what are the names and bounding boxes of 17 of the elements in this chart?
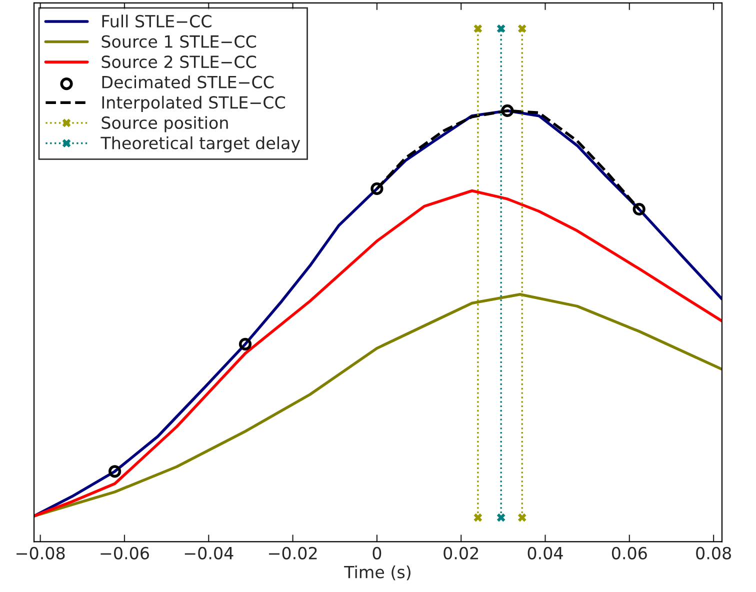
x-tick-label: −0.06	[100, 546, 149, 560]
legend-label: Interpolated STLE−CC	[102, 96, 286, 112]
x-tick-label: −0.02	[269, 546, 317, 560]
x-tick-label: 0.06	[612, 546, 647, 560]
legend-label: Decimated STLE−CC	[102, 76, 274, 88]
x-tick-label: 0.04	[528, 546, 563, 560]
legend-label: Theoretical target delay	[100, 136, 300, 153]
legend-label: Source 2 STLE−CC	[102, 56, 256, 68]
x-axis-title: Time (s)	[344, 565, 410, 580]
x-tick-label: 0	[372, 546, 382, 560]
x-tick-label: 0.08	[696, 546, 731, 560]
x-tick-label: 0.02	[444, 546, 478, 560]
legend-label: Full STLE−CC	[102, 14, 212, 28]
legend-label: Source 1 STLE−CC	[102, 35, 256, 48]
legend-label: Source position	[102, 116, 228, 132]
x-tick-label: −0.04	[184, 546, 234, 560]
x-tick-label: −0.08	[16, 546, 65, 560]
